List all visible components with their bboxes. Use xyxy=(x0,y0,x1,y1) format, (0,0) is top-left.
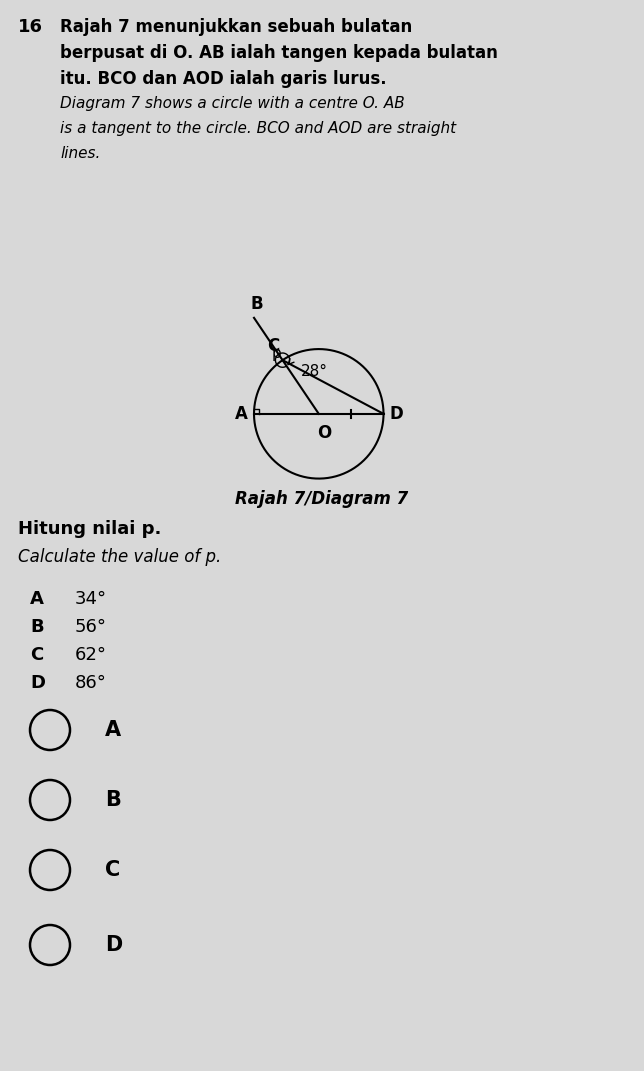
Text: Hitung nilai p.: Hitung nilai p. xyxy=(18,521,162,538)
Text: C: C xyxy=(105,860,120,880)
Text: C: C xyxy=(30,646,43,664)
Text: 62°: 62° xyxy=(75,646,107,664)
Text: is a tangent to the circle. BCO and AOD are straight: is a tangent to the circle. BCO and AOD … xyxy=(60,121,456,136)
Text: itu. BCO dan AOD ialah garis lurus.: itu. BCO dan AOD ialah garis lurus. xyxy=(60,70,386,88)
Text: 16: 16 xyxy=(18,18,43,36)
Text: lines.: lines. xyxy=(60,146,100,161)
Text: Calculate the value of p.: Calculate the value of p. xyxy=(18,548,222,565)
Text: D: D xyxy=(105,935,122,955)
Text: 28°: 28° xyxy=(301,364,328,379)
Text: 34°: 34° xyxy=(75,590,107,608)
Text: B: B xyxy=(105,790,121,810)
Text: A: A xyxy=(30,590,44,608)
Text: berpusat di O. AB ialah tangen kepada bulatan: berpusat di O. AB ialah tangen kepada bu… xyxy=(60,44,498,62)
Text: D: D xyxy=(390,405,404,423)
Text: O: O xyxy=(317,423,331,441)
Text: Rajah 7/Diagram 7: Rajah 7/Diagram 7 xyxy=(235,491,409,508)
Text: B: B xyxy=(30,618,44,636)
Text: D: D xyxy=(30,674,45,692)
Text: 86°: 86° xyxy=(75,674,107,692)
Text: B: B xyxy=(251,295,263,313)
Text: Diagram 7 shows a circle with a centre O. AB: Diagram 7 shows a circle with a centre O… xyxy=(60,96,404,111)
Text: A: A xyxy=(105,720,121,740)
Text: 56°: 56° xyxy=(75,618,107,636)
Text: A: A xyxy=(234,405,247,423)
Text: p: p xyxy=(272,346,281,361)
Text: C: C xyxy=(267,337,279,355)
Text: Rajah 7 menunjukkan sebuah bulatan: Rajah 7 menunjukkan sebuah bulatan xyxy=(60,18,412,36)
